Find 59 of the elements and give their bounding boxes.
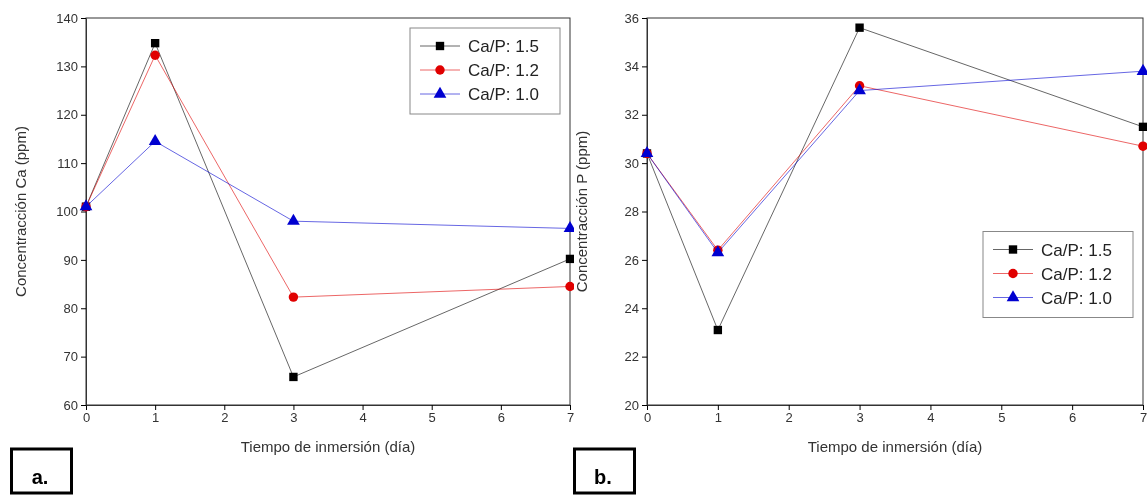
x-tick-label: 7 (566, 410, 575, 426)
point (855, 23, 864, 32)
x-tick-label: 1 (152, 410, 160, 426)
text: b. (594, 466, 612, 488)
y-tick-label: 26 (624, 252, 639, 268)
y-tick-label: 120 (56, 107, 78, 123)
point (565, 254, 574, 264)
x-tick-label: 5 (998, 410, 1006, 426)
x-tick-label: 2 (221, 410, 229, 426)
point (1138, 122, 1147, 132)
point (148, 134, 162, 146)
x-axis-title: Tiempo de inmersión (día) (807, 438, 983, 455)
point (713, 325, 723, 335)
x-tick-label: 7 (1139, 410, 1147, 426)
y-tick-label: 20 (624, 397, 639, 413)
x-tick-label: 0 (82, 410, 91, 426)
x-tick-label: 6 (497, 410, 505, 426)
y-tick-label: 24 (624, 300, 639, 316)
x-tick-label: 1 (714, 410, 722, 426)
y-axis-title: Concentracción P (ppm) (573, 130, 590, 293)
legend-label: Ca/P: 1.5 (468, 37, 539, 56)
y-tick-label: 130 (56, 59, 78, 75)
x-axis-title: Tiempo de inmersión (día) (240, 438, 416, 455)
y-tick-label: 36 (624, 10, 639, 26)
x-tick-label: 4 (927, 410, 935, 426)
legend-label: Ca/P: 1.5 (1041, 240, 1112, 260)
legend-label: Ca/P: 1.2 (468, 61, 539, 80)
x-tick-label: 6 (1069, 410, 1077, 426)
y-tick-label: 34 (624, 59, 639, 75)
point (565, 281, 574, 292)
point (150, 38, 160, 48)
y-tick-label: 110 (57, 155, 78, 171)
y-tick-label: 22 (624, 349, 639, 365)
y-tick-label: 90 (63, 252, 78, 268)
y-tick-label: 80 (63, 300, 78, 316)
y-tick-label: 70 (63, 349, 78, 365)
y-tick-label: 60 (63, 397, 78, 413)
legend-label: Ca/P: 1.0 (468, 85, 539, 104)
y-tick-label: 140 (56, 10, 78, 26)
legend-label: Ca/P: 1.0 (1041, 288, 1112, 308)
point (288, 292, 299, 302)
x-tick-label: 4 (359, 410, 367, 426)
y-tick-label: 100 (56, 204, 78, 220)
y-tick-label: 30 (624, 155, 639, 171)
x-tick-label: 3 (290, 410, 298, 426)
x-tick-label: 0 (643, 410, 652, 426)
y-tick-label: 28 (624, 204, 639, 220)
point (150, 50, 160, 60)
point (1138, 141, 1147, 151)
point (287, 213, 300, 225)
y-tick-label: 32 (624, 107, 639, 123)
y-axis-title: Concentracción Ca (ppm) (12, 126, 29, 297)
x-tick-label: 3 (856, 410, 864, 426)
x-tick-label: 5 (428, 410, 436, 426)
legend-label: Ca/P: 1.2 (1041, 264, 1112, 284)
x-tick-label: 2 (785, 410, 793, 426)
point (289, 372, 298, 382)
point (853, 83, 866, 95)
text: a. (31, 466, 49, 488)
